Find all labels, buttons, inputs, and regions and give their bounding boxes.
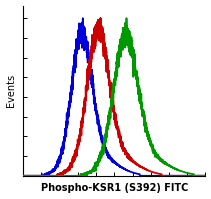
Y-axis label: Events: Events: [5, 74, 16, 107]
X-axis label: Phospho-KSR1 (S392) FITC: Phospho-KSR1 (S392) FITC: [41, 183, 188, 193]
